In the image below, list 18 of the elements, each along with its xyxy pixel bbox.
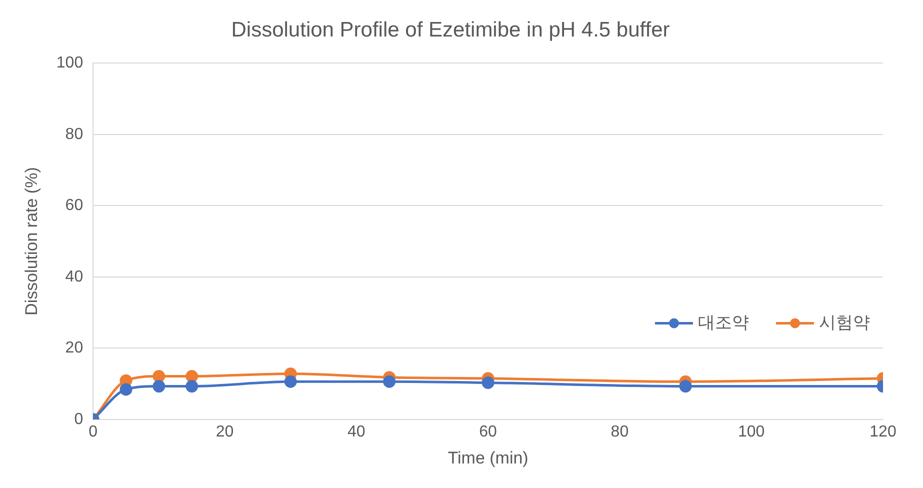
y-tick-label: 40: [65, 268, 84, 286]
legend-label: 시험약: [819, 312, 870, 332]
x-tick-label: 40: [348, 423, 366, 440]
x-axis-title: Time (min): [448, 448, 528, 468]
x-tick-label: 60: [479, 423, 498, 440]
y-tick-label: 80: [65, 126, 84, 143]
y-tick-label: 60: [65, 197, 84, 214]
x-tick-label: 80: [610, 423, 629, 440]
x-tick-label: 20: [216, 423, 234, 440]
x-tick-label: 0: [88, 423, 98, 440]
x-tick-label: 100: [738, 423, 765, 440]
x-tick-label: 120: [870, 423, 896, 440]
legend-label: 대조약: [698, 312, 749, 332]
y-tick-label: 20: [65, 340, 84, 357]
chart-title: Dissolution Profile of Ezetimibe in pH 4.5 buffer: [231, 18, 670, 42]
y-axis-title: Dissolution rate (%): [22, 167, 41, 316]
y-tick-label: 0: [74, 410, 84, 428]
y-tick-label: 100: [56, 54, 84, 72]
